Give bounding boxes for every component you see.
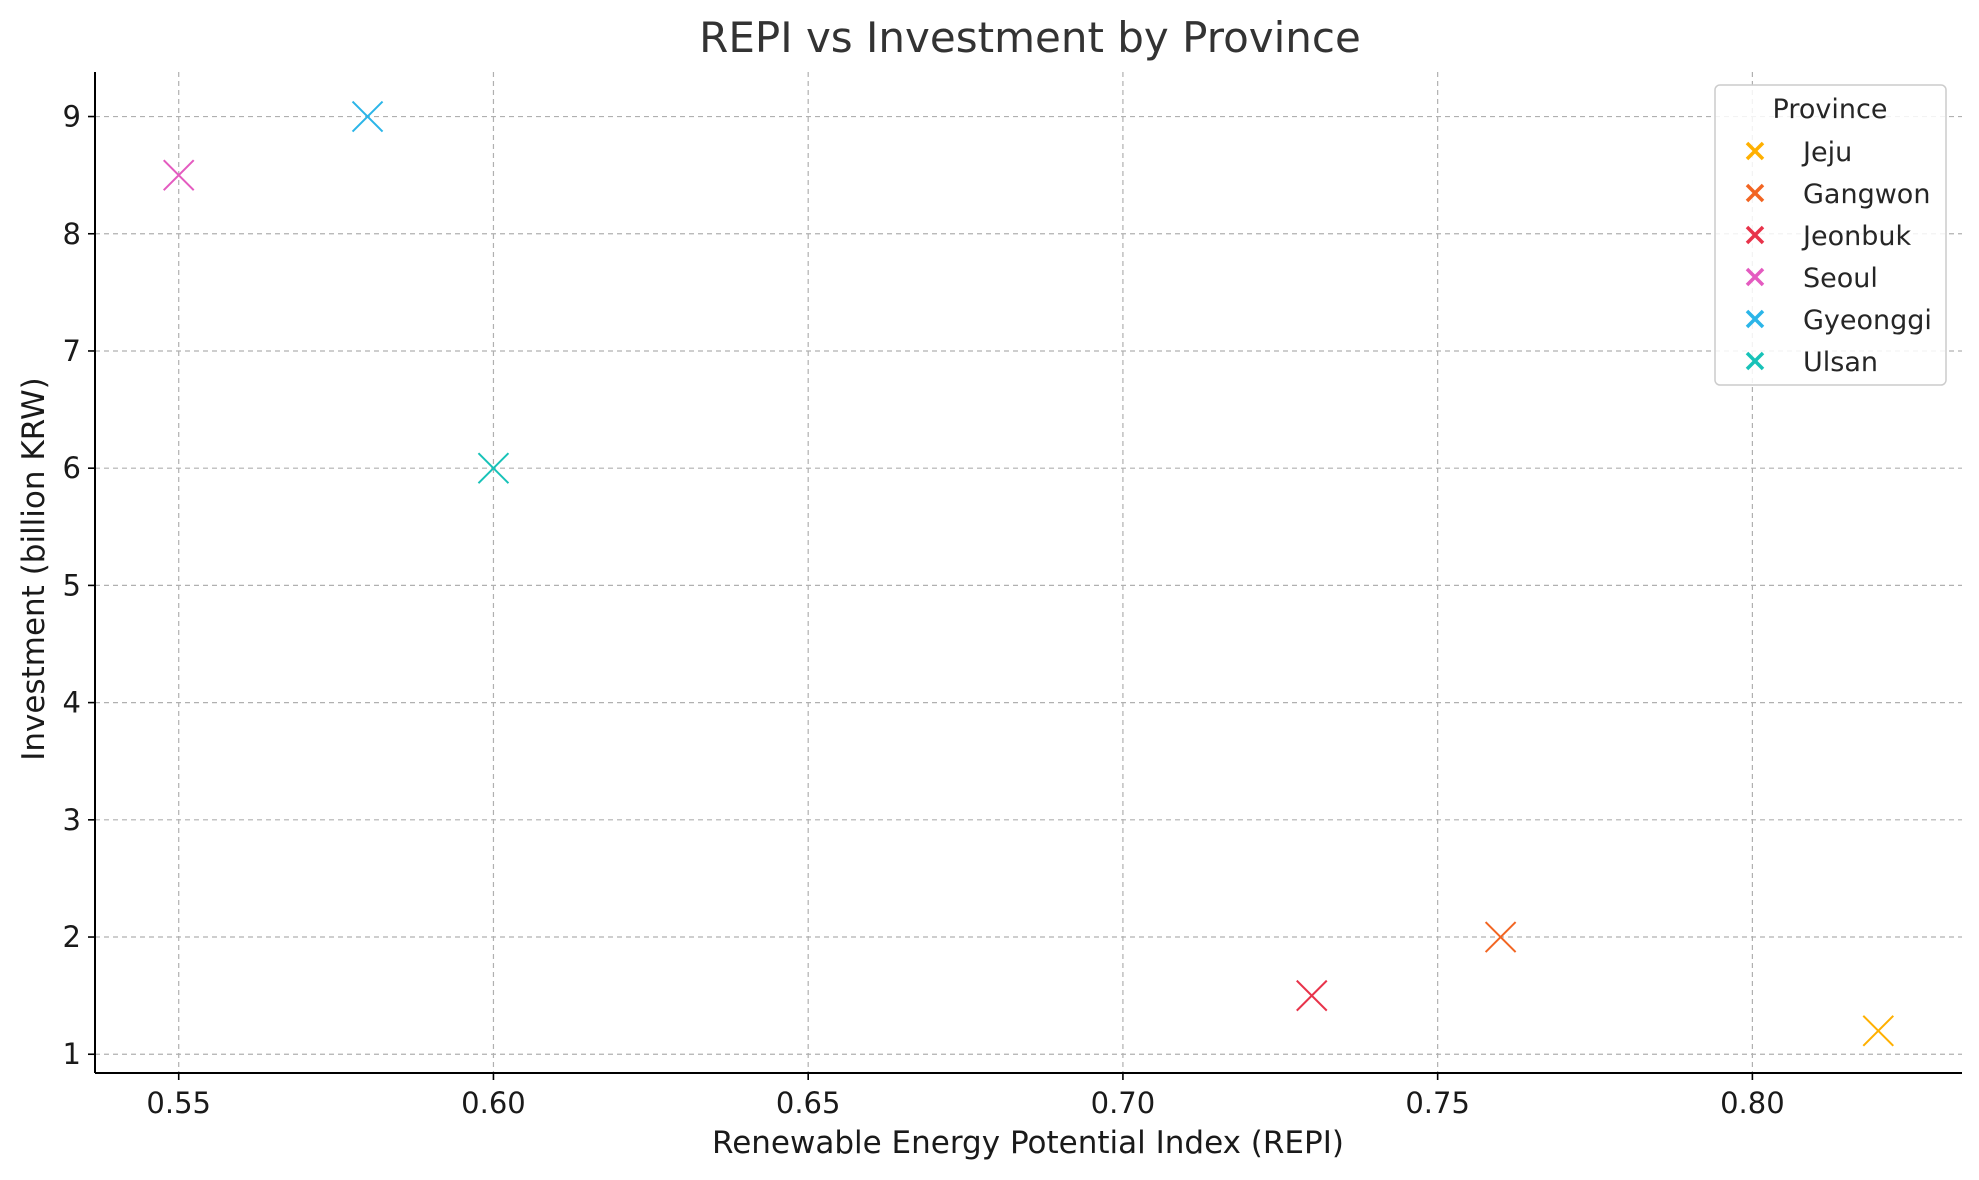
x-tick-label: 0.75 [1405, 1086, 1470, 1120]
grid-layer [95, 72, 1962, 1073]
x-tick-label: 0.55 [146, 1086, 211, 1120]
x-tick-label: 0.65 [776, 1086, 841, 1120]
legend-marker-seoul [1745, 267, 1765, 287]
y-tick-label: 1 [63, 1037, 81, 1071]
y-tick-label: 2 [63, 920, 81, 954]
x-tick-label: 0.80 [1720, 1086, 1785, 1120]
y-tick-label: 9 [63, 100, 81, 134]
legend-marker-jeju [1745, 141, 1765, 161]
legend-marker-ulsan [1745, 351, 1765, 371]
legend-label-ulsan: Ulsan [1803, 347, 1878, 378]
data-point-seoul [163, 159, 195, 191]
y-axis-title: Investment (billion KRW) [16, 377, 52, 761]
y-tick-label: 6 [63, 451, 81, 485]
chart-title: REPI vs Investment by Province [699, 13, 1361, 62]
x-tick-label: 0.70 [1091, 1086, 1156, 1120]
points-layer [163, 100, 1894, 1047]
axes-layer [94, 72, 1962, 1074]
legend-label-gangwon: Gangwon [1803, 179, 1930, 210]
legend-marker-gyeonggi [1745, 309, 1765, 329]
legend-label-jeonbuk: Jeonbuk [1801, 221, 1911, 252]
data-point-jeju [1862, 1015, 1894, 1047]
y-tick-label: 5 [63, 568, 81, 602]
legend-label-jeju: Jeju [1801, 137, 1852, 168]
x-tick-label: 0.60 [461, 1086, 526, 1120]
legend-label-gyeonggi: Gyeonggi [1803, 305, 1932, 336]
y-tick-label: 7 [63, 334, 81, 368]
legend-marker-gangwon [1745, 183, 1765, 203]
x-axis-title: Renewable Energy Potential Index (REPI) [712, 1125, 1344, 1161]
data-point-gangwon [1484, 921, 1517, 953]
legend-title: Province [1773, 94, 1888, 125]
data-point-jeonbuk [1296, 979, 1328, 1012]
legend-label-seoul: Seoul [1803, 263, 1878, 294]
legend-items: Jeju Gangwon Jeonbuk Seoul Gyeonggi Ulsan [1745, 137, 1932, 378]
legend-marker-jeonbuk [1745, 225, 1765, 245]
y-tick-label: 4 [63, 686, 81, 720]
data-point-gyeonggi [351, 100, 384, 133]
ticks-layer: 0.55 0.60 0.65 0.70 0.75 0.80 1 2 3 4 5 6 7 8 9 [63, 100, 1785, 1120]
legend-box [1714, 84, 1947, 386]
legend: Province Jeju Gangwon Jeonbuk Seoul Gyeonggi… [1714, 84, 1947, 386]
data-point-ulsan [477, 452, 510, 484]
y-tick-label: 3 [63, 803, 81, 837]
y-tick-label: 8 [63, 217, 81, 251]
